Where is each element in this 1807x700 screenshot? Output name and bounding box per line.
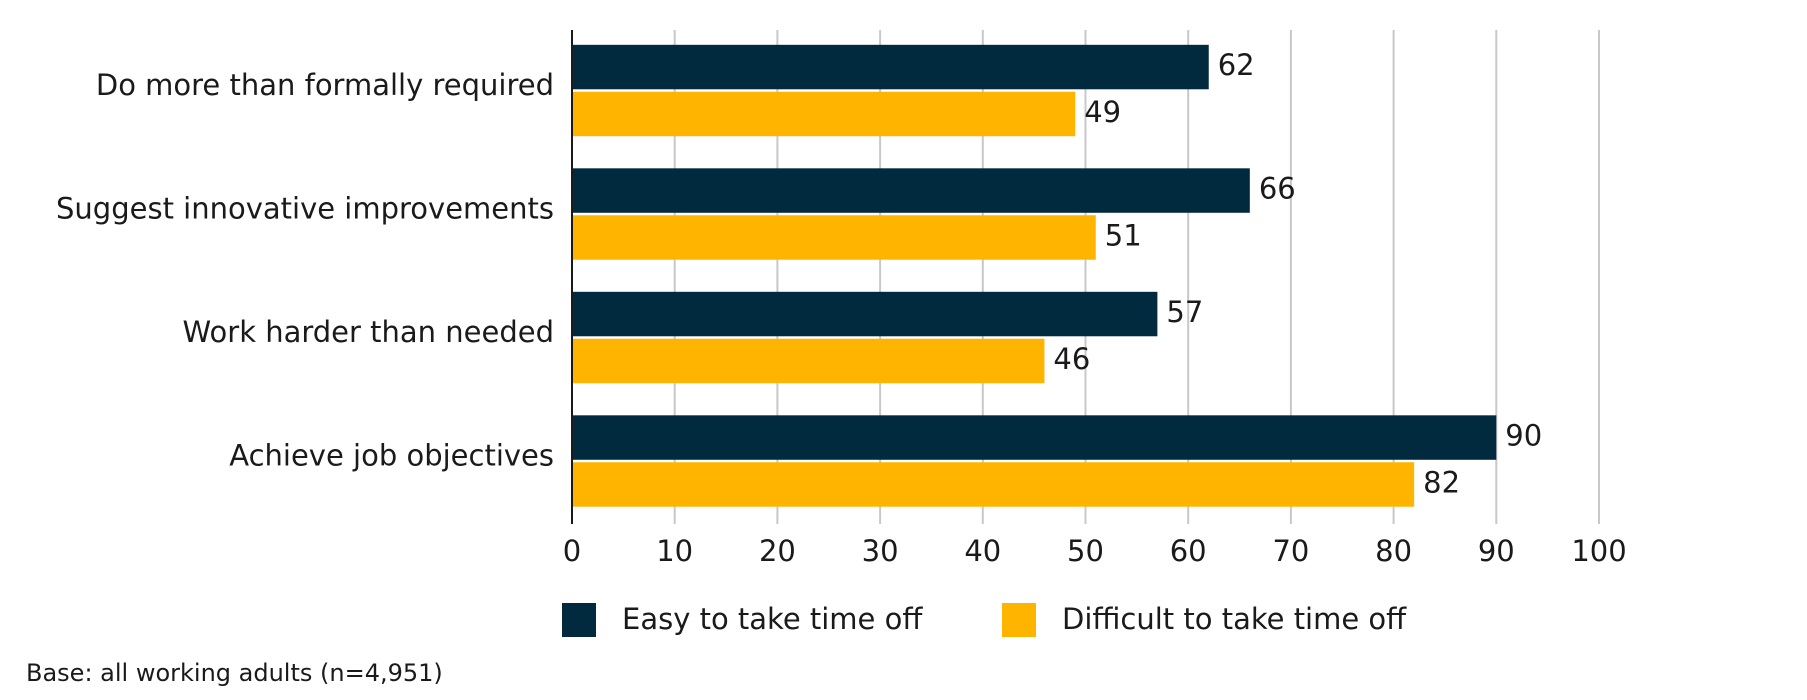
x-tick-label: 90 — [1478, 534, 1515, 568]
bar — [572, 91, 1076, 137]
x-tick-label: 80 — [1375, 534, 1412, 568]
value-label: 49 — [1084, 95, 1121, 129]
legend-label: Easy to take time off — [622, 602, 923, 636]
x-tick-label: 10 — [656, 534, 693, 568]
value-label: 90 — [1505, 419, 1542, 453]
value-label: 66 — [1259, 172, 1296, 206]
x-tick-label: 70 — [1272, 534, 1309, 568]
bar — [572, 291, 1158, 337]
x-tick-label: 100 — [1571, 534, 1626, 568]
value-label: 46 — [1053, 342, 1090, 376]
value-label: 62 — [1218, 48, 1255, 82]
y-tick-label: Work harder than needed — [183, 315, 554, 349]
x-tick-label: 20 — [759, 534, 796, 568]
bar — [572, 215, 1096, 260]
footnote: Base: all working adults (n=4,951) — [26, 659, 443, 687]
legend-swatch — [562, 603, 596, 637]
bar — [572, 44, 1209, 90]
legend-label: Difficult to take time off — [1062, 602, 1407, 636]
value-label: 57 — [1166, 295, 1203, 329]
x-tick-label: 50 — [1067, 534, 1104, 568]
y-tick-label: Do more than formally required — [96, 68, 554, 102]
bar — [572, 168, 1250, 213]
legend-swatch — [1002, 603, 1036, 637]
x-tick-label: 30 — [862, 534, 899, 568]
x-tick-label: 60 — [1170, 534, 1207, 568]
bar — [572, 338, 1045, 384]
value-label: 51 — [1105, 218, 1142, 252]
x-tick-label: 0 — [563, 534, 581, 568]
x-tick-label: 40 — [964, 534, 1001, 568]
bar — [572, 462, 1415, 507]
y-tick-label: Suggest innovative improvements — [56, 191, 554, 225]
bar — [572, 415, 1497, 460]
value-label: 82 — [1423, 465, 1460, 499]
y-tick-label: Achieve job objectives — [229, 438, 554, 472]
